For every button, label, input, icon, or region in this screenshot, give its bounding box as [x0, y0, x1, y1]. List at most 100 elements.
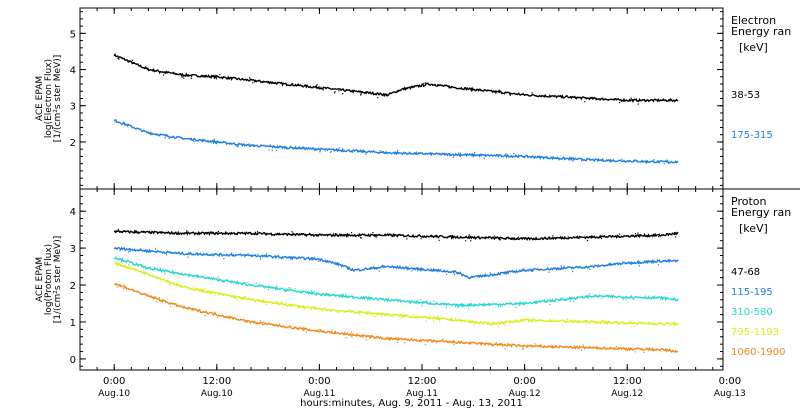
data-point: [593, 236, 595, 238]
x-tick-date: Aug.12: [509, 389, 541, 399]
data-point: [300, 256, 302, 259]
plot-frame: [79, 188, 724, 371]
data-point: [198, 232, 200, 234]
data-point: [244, 296, 246, 298]
data-point: [118, 285, 120, 287]
y-axis-label-line: ACE EPAM: [35, 76, 45, 121]
data-point: [329, 261, 331, 263]
data-point: [425, 320, 427, 322]
data-point: [342, 148, 344, 150]
data-point: [501, 344, 503, 346]
data-point: [213, 254, 215, 256]
data-point: [578, 265, 580, 268]
data-point: [118, 58, 120, 60]
data-point: [600, 235, 602, 237]
data-point: [554, 300, 556, 303]
data-point: [287, 287, 290, 289]
data-point: [500, 305, 502, 308]
data-point: [425, 300, 427, 302]
data-point: [437, 315, 439, 317]
data-point: [644, 295, 646, 297]
y-tick-label: 3: [70, 102, 76, 113]
x-tick-date: Aug.11: [406, 389, 438, 399]
data-point: [290, 234, 292, 236]
data-point: [589, 268, 591, 270]
data-point: [338, 90, 340, 92]
data-point: [317, 260, 320, 262]
data-point: [287, 257, 289, 259]
data-point: [459, 271, 461, 273]
data-point: [599, 235, 601, 237]
data-point: [243, 143, 245, 145]
data-point: [439, 321, 441, 323]
data-point: [414, 317, 416, 319]
data-point: [286, 148, 288, 150]
data-point: [204, 288, 206, 290]
x-tick-time: 12:00: [202, 376, 231, 387]
data-point: [643, 351, 645, 353]
data-point: [397, 150, 399, 152]
data-point: [360, 94, 362, 96]
data-point: [267, 288, 270, 291]
data-point: [326, 259, 328, 262]
data-point: [236, 299, 239, 301]
data-point: [445, 307, 447, 309]
x-axis-label: hours:minutes, Aug. 9, 2011 - Aug. 13, 2…: [300, 398, 523, 409]
data-point: [199, 290, 202, 292]
data-point: [637, 232, 639, 234]
data-point: [561, 268, 563, 270]
data-point: [213, 311, 215, 313]
legend-title: Electron: [731, 14, 776, 27]
data-point: [272, 325, 274, 327]
data-point: [308, 232, 311, 235]
data-point: [618, 235, 620, 238]
data-point: [145, 66, 147, 68]
data-point: [630, 97, 632, 99]
legend-title: Proton: [731, 195, 766, 208]
data-point: [674, 236, 677, 238]
data-point: [513, 152, 515, 155]
data-point: [423, 82, 425, 84]
data-point: [522, 93, 525, 95]
data-point: [392, 316, 394, 318]
x-tick-time: 0:00: [103, 376, 125, 387]
data-point: [298, 305, 300, 307]
data-point: [309, 148, 311, 150]
data-point: [544, 237, 546, 239]
data-point: [515, 154, 517, 156]
data-point: [377, 96, 379, 99]
data-point: [564, 322, 567, 324]
data-point: [275, 323, 277, 325]
data-point: [338, 147, 340, 149]
data-point: [433, 321, 435, 323]
data-point: [158, 297, 161, 299]
data-point: [409, 153, 411, 155]
data-point: [505, 153, 507, 155]
data-point: [599, 322, 601, 324]
data-point: [265, 253, 268, 255]
data-point: [334, 331, 336, 333]
data-point: [634, 351, 636, 353]
data-point: [422, 85, 424, 88]
data-point: [441, 338, 444, 341]
data-point: [499, 239, 501, 241]
data-point: [517, 236, 520, 238]
data-point: [470, 240, 472, 242]
data-point: [629, 98, 631, 101]
data-point: [257, 253, 259, 255]
data-point: [368, 310, 370, 312]
data-point: [582, 158, 584, 160]
data-point: [216, 316, 219, 319]
data-point: [420, 299, 422, 301]
data-point: [637, 103, 639, 105]
data-point: [321, 295, 323, 297]
data-point: [133, 232, 136, 234]
legend-entry: 47-68: [731, 267, 760, 278]
data-point: [618, 233, 621, 235]
data-point: [378, 270, 380, 272]
data-point: [347, 309, 350, 311]
data-point: [448, 87, 450, 89]
x-tick-time: 0:00: [719, 376, 741, 387]
data-point: [450, 341, 452, 343]
data-point: [140, 264, 142, 266]
